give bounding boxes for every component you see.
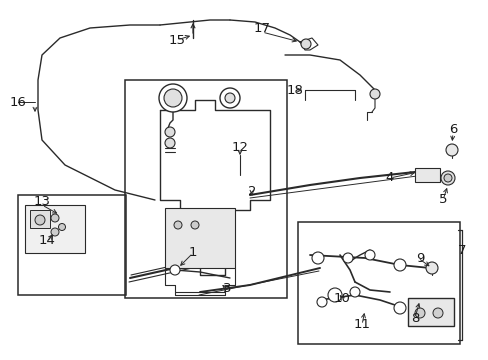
Circle shape [369, 89, 379, 99]
Text: 17: 17 [253, 22, 270, 35]
Bar [414, 168, 439, 182]
Text: 2: 2 [247, 185, 256, 198]
Bar [30, 210, 50, 228]
Text: 13: 13 [34, 195, 50, 208]
Bar [125, 80, 286, 298]
Circle shape [440, 171, 454, 185]
Text: 1: 1 [188, 247, 197, 260]
Text: 16: 16 [10, 95, 26, 108]
Text: 14: 14 [39, 234, 55, 247]
Circle shape [414, 308, 424, 318]
Text: 10: 10 [333, 292, 350, 305]
Bar [297, 222, 459, 344]
Circle shape [311, 252, 324, 264]
Circle shape [349, 287, 359, 297]
Circle shape [220, 88, 240, 108]
Circle shape [425, 262, 437, 274]
Circle shape [327, 288, 341, 302]
Circle shape [301, 39, 310, 49]
Circle shape [51, 214, 59, 222]
Circle shape [393, 302, 405, 314]
Circle shape [164, 127, 175, 137]
Circle shape [426, 263, 436, 273]
Text: 11: 11 [353, 319, 370, 332]
Circle shape [159, 84, 186, 112]
Circle shape [174, 221, 182, 229]
Circle shape [51, 228, 59, 236]
Circle shape [170, 265, 180, 275]
Text: 18: 18 [286, 84, 303, 96]
Circle shape [163, 89, 182, 107]
Circle shape [224, 93, 235, 103]
Text: 4: 4 [385, 171, 393, 184]
Bar [18, 195, 126, 295]
Circle shape [443, 174, 451, 182]
Text: 3: 3 [223, 283, 231, 296]
Text: 15: 15 [168, 33, 185, 46]
Bar [25, 205, 85, 253]
Circle shape [35, 215, 45, 225]
Text: 5: 5 [438, 193, 447, 207]
Text: 7: 7 [457, 243, 465, 256]
Text: 6: 6 [448, 123, 456, 136]
Circle shape [432, 308, 442, 318]
Circle shape [164, 138, 175, 148]
Circle shape [393, 259, 405, 271]
Circle shape [364, 250, 374, 260]
Bar [407, 298, 453, 326]
Circle shape [316, 297, 326, 307]
Circle shape [342, 253, 352, 263]
Bar [164, 208, 235, 268]
Text: 12: 12 [231, 141, 248, 154]
Circle shape [59, 224, 65, 230]
Text: 9: 9 [415, 252, 423, 265]
Text: 8: 8 [410, 311, 418, 324]
Circle shape [191, 221, 199, 229]
Circle shape [445, 144, 457, 156]
